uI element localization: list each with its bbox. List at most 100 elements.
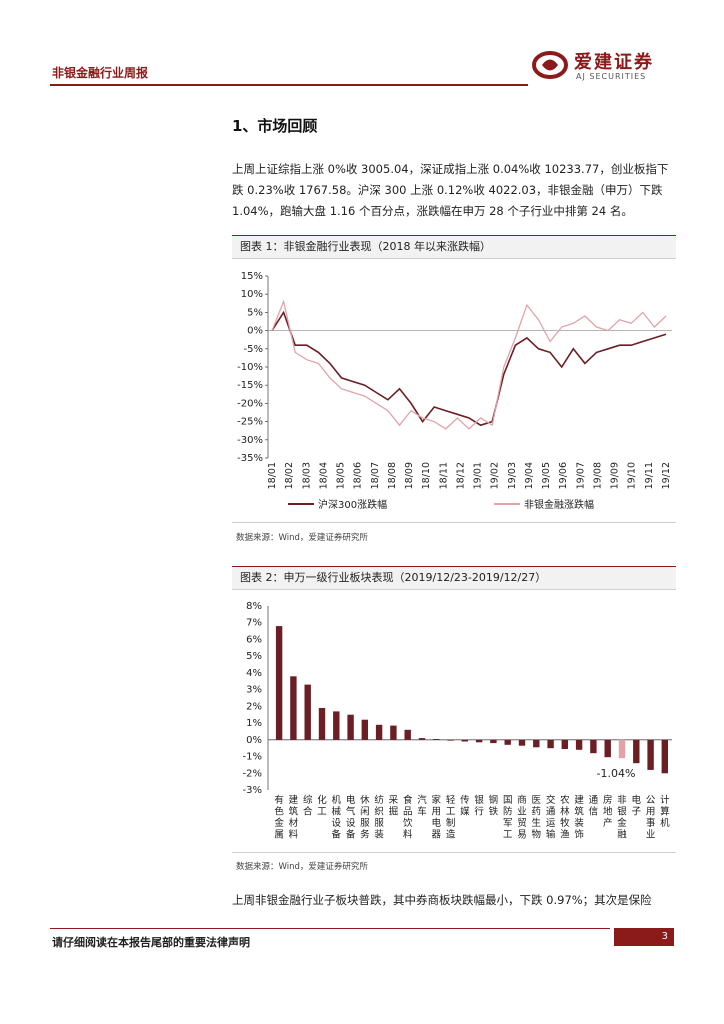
category-label: 通信	[589, 795, 599, 818]
bar	[561, 739, 568, 749]
bar	[633, 739, 640, 764]
category-label: 建筑材料	[289, 794, 299, 841]
y-tick-label: -20%	[237, 398, 263, 409]
category-label: 农林牧渔	[560, 794, 570, 841]
figure2-bar-chart: 8% 7% 6% 5% 4% 3% 2% 1% 0% -1% -2% -3% 有色金属建筑材料综合化工机…	[243, 601, 672, 841]
y-tick-label: 5%	[247, 307, 263, 318]
category-label: 化工	[317, 794, 327, 818]
y-tick-label: 15%	[241, 271, 263, 282]
bar	[590, 739, 597, 754]
subsector-paragraph: 上周非银金融行业子板块普跌，其中券商板块跌幅最小，下跌 0.97%；其次是保险	[232, 893, 652, 907]
x-tick-label: 19/12	[661, 462, 672, 489]
y-tick-label: -5%	[244, 344, 263, 355]
bar	[418, 738, 426, 740]
x-tick-label: 18/05	[336, 462, 347, 489]
category-label: 纺织服装	[374, 794, 384, 841]
figure2-title: 图表 2：申万一级行业板块表现（2019/12/23-2019/12/27）	[232, 566, 676, 590]
y-tick-label: -35%	[237, 453, 263, 464]
x-tick-label: 19/03	[507, 462, 518, 489]
y-tick-label: -3%	[243, 785, 262, 796]
bar	[361, 719, 368, 740]
x-tick-label: 19/08	[592, 462, 603, 489]
figure2-divider	[232, 852, 676, 853]
bar	[604, 739, 611, 758]
bar	[575, 739, 583, 750]
footer-divider	[50, 928, 610, 929]
x-tick-label: 19/07	[575, 462, 586, 489]
category-label: 休闲服务	[360, 794, 370, 841]
y-tick-label: 5%	[246, 651, 262, 662]
x-tick-label: 19/09	[610, 462, 621, 489]
logo-name-cn: 爱建证券	[574, 52, 654, 73]
bar	[333, 711, 340, 740]
x-tick-label: 19/11	[644, 462, 655, 489]
bar	[347, 714, 354, 740]
bar	[504, 739, 511, 745]
y-tick-label: 6%	[246, 634, 262, 645]
category-label: 公用事业	[646, 795, 656, 841]
x-tick-label: 19/10	[627, 462, 638, 489]
category-label: 传媒	[460, 794, 470, 818]
category-label: 综合	[303, 794, 313, 818]
bar	[475, 739, 483, 743]
y-tick-label: -2%	[243, 768, 262, 779]
x-tick-label: 18/02	[284, 462, 295, 489]
category-label: 计算机	[660, 794, 670, 829]
bar	[547, 739, 554, 749]
series-line-hs300	[271, 310, 667, 427]
bar-annotation: -1.04%	[597, 767, 636, 780]
bar	[661, 739, 668, 774]
y-tick-label: 1%	[246, 718, 262, 729]
bar	[647, 739, 654, 770]
category-label: 有色金属	[274, 794, 284, 841]
bar	[318, 708, 326, 740]
y-tick-label: 0%	[246, 735, 262, 746]
figure1-line-chart: 15% 10% 5% 0% -5% -10% -15% -20% -25% -30% -35% 18/…	[237, 271, 672, 511]
category-label: 房地产	[603, 794, 613, 829]
category-label: 建筑装饰	[574, 794, 584, 841]
x-tick-label: 19/06	[558, 462, 569, 489]
header-divider	[50, 84, 528, 86]
y-tick-label: 0%	[247, 326, 263, 337]
logo-name-en: AJ SECURITIES	[576, 72, 647, 81]
y-tick-label: 3%	[246, 685, 262, 696]
bar	[461, 739, 468, 742]
bar	[433, 739, 440, 740]
y-tick-label: -1%	[243, 752, 262, 763]
page-number: 3	[614, 928, 674, 946]
x-tick-label: 18/11	[438, 462, 449, 489]
category-label: 国防军工	[503, 795, 513, 841]
bar	[518, 739, 526, 746]
y-tick-label: 4%	[246, 668, 262, 679]
x-tick-label: 19/05	[541, 462, 552, 489]
y-tick-label: 10%	[241, 289, 263, 300]
category-label: 机械设备	[332, 794, 342, 841]
x-tick-label: 18/12	[455, 462, 466, 489]
series-line-nonbank	[271, 299, 667, 430]
x-tick-label: 18/01	[267, 462, 278, 489]
legend-label: 非银金融涨跌幅	[524, 498, 594, 511]
category-label: 钢铁	[489, 794, 499, 818]
category-label: 轻工制造	[446, 794, 456, 841]
x-tick-label: 18/09	[404, 462, 415, 489]
y-tick-label: -25%	[237, 417, 263, 428]
category-label: 电子	[632, 794, 642, 818]
x-tick-label: 18/10	[421, 462, 432, 489]
category-label: 商业贸易	[517, 794, 527, 841]
bar	[290, 676, 297, 740]
x-tick-label: 19/01	[473, 462, 484, 489]
category-label: 采掘	[389, 795, 399, 818]
figure1-title: 图表 1：非银金融行业表现（2018 年以来涨跌幅）	[232, 235, 676, 259]
bar	[375, 724, 383, 740]
y-tick-label: -10%	[237, 362, 263, 373]
market-review-paragraph: 上周上证综指上涨 0%收 3005.04，深证成指上涨 0.04%收 10233…	[232, 162, 669, 218]
figure2-source: 数据来源：Wind，爱建证券研究所	[236, 862, 368, 872]
figure1-source: 数据来源：Wind，爱建证券研究所	[236, 533, 368, 543]
bar	[390, 725, 397, 740]
figure1-divider	[232, 522, 676, 523]
category-label: 非银金融	[617, 794, 627, 841]
x-tick-label: 19/04	[524, 462, 535, 489]
logo-mark-icon	[532, 51, 568, 79]
bar	[533, 739, 540, 748]
bar	[404, 729, 411, 740]
